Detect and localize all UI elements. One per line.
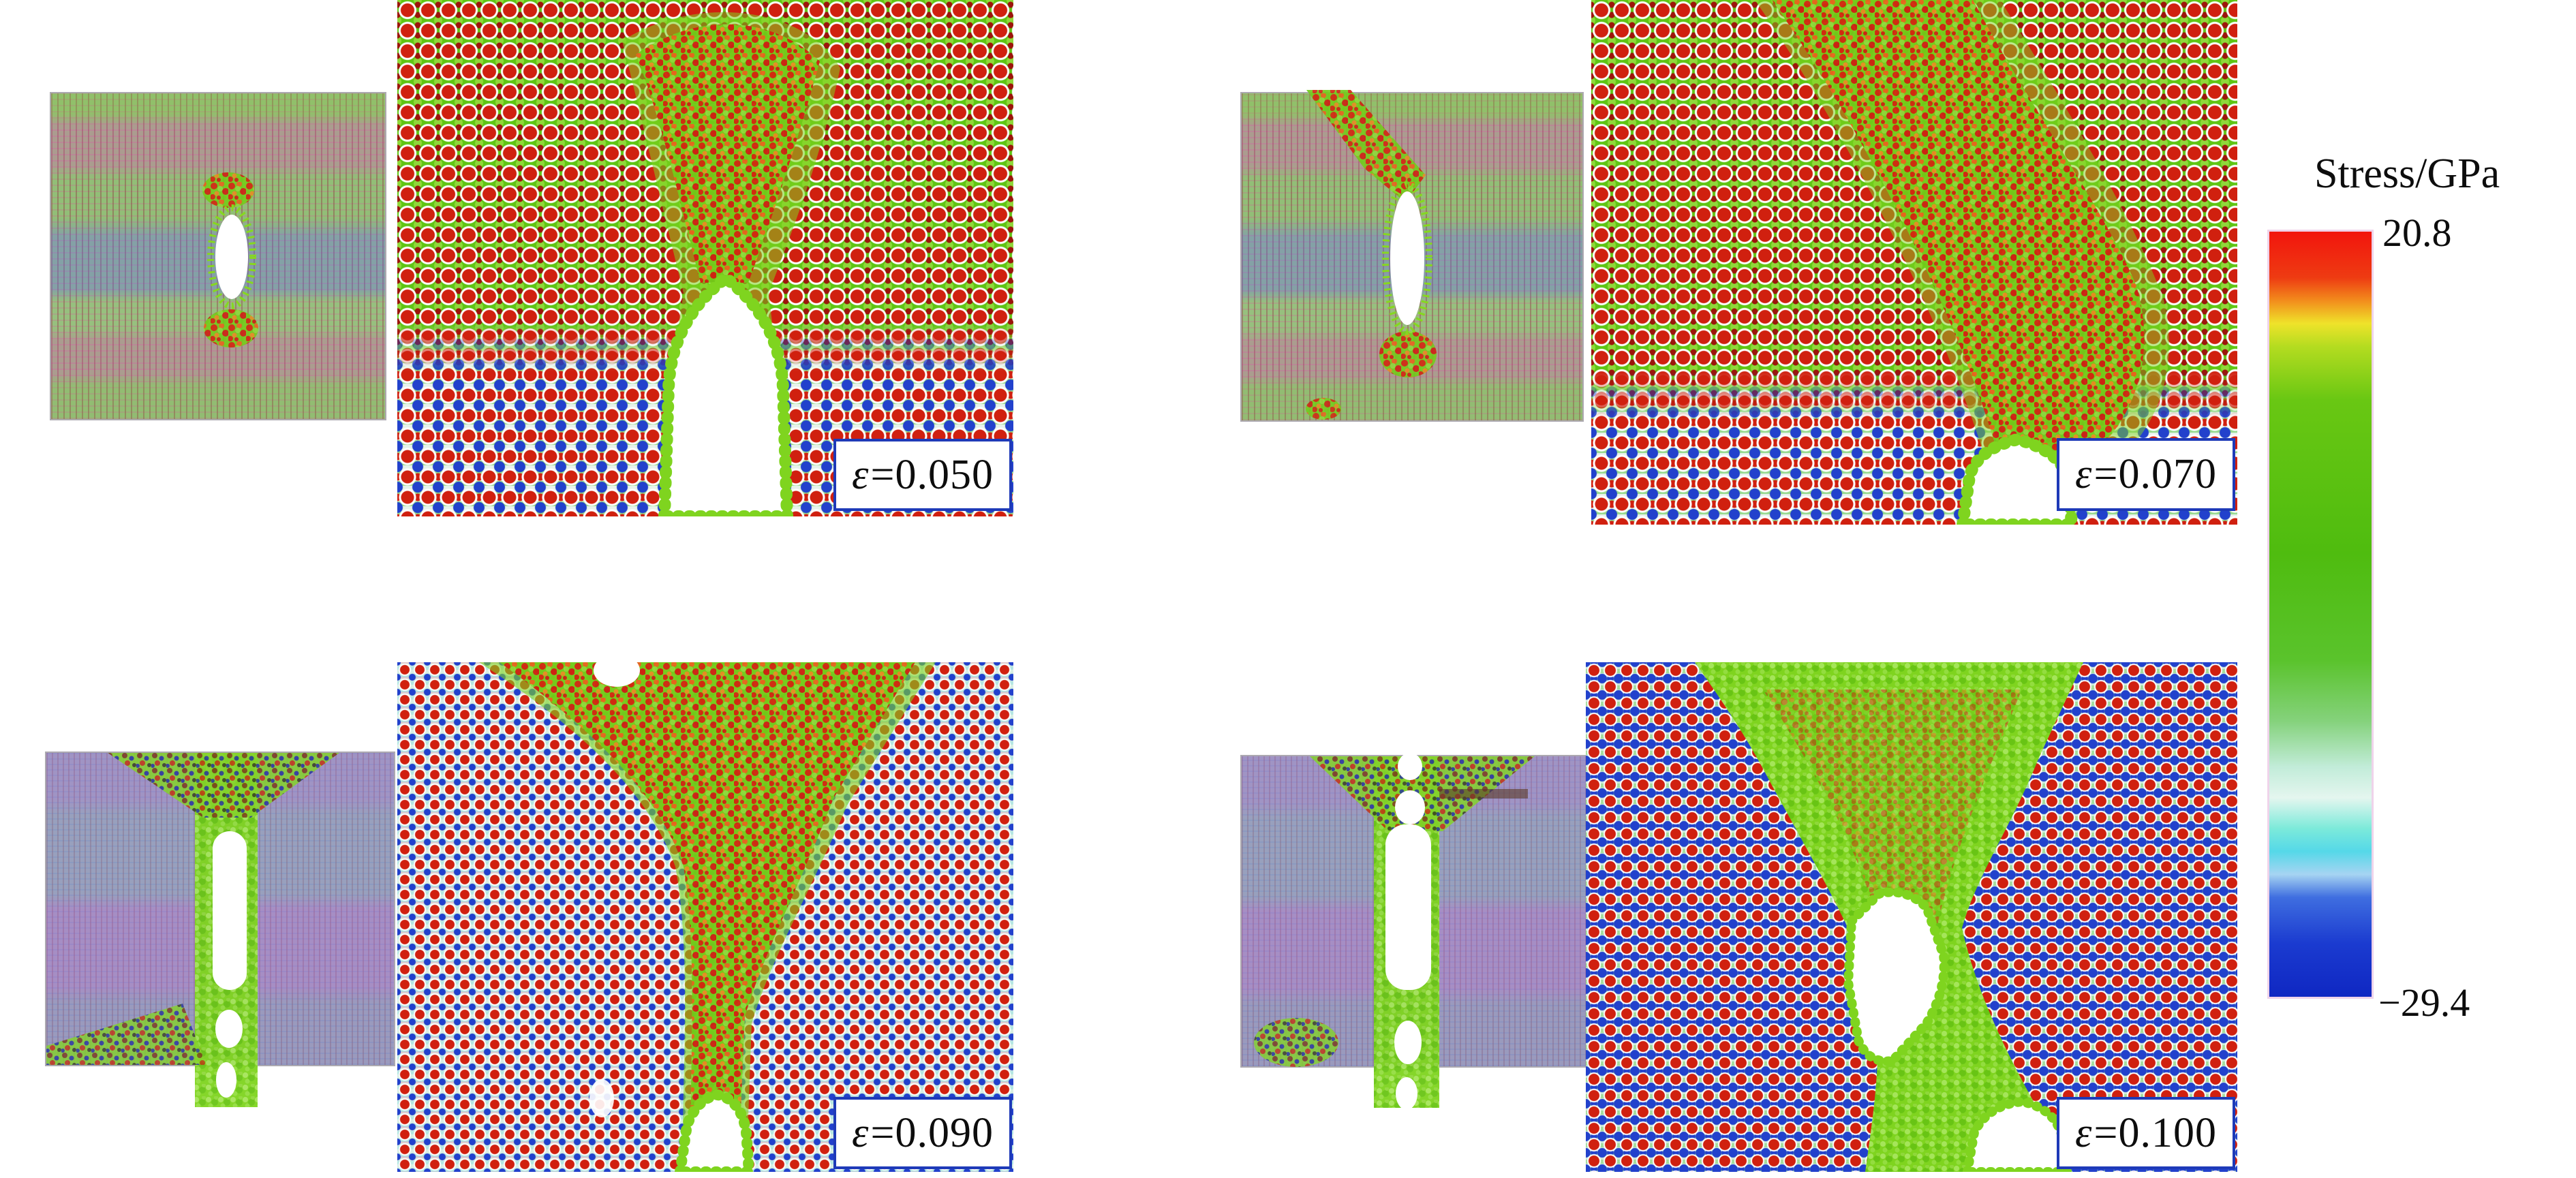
epsilon-symbol: ε — [852, 451, 870, 498]
shear-blob-lower — [1254, 1018, 1338, 1067]
void-hole — [215, 215, 248, 299]
strain-label-box: ε =0.090 — [833, 1097, 1012, 1169]
colorbar-title: Stress/GPa — [2314, 151, 2500, 197]
void-secondary — [215, 1010, 243, 1048]
shear-band-upper — [1306, 90, 1426, 202]
central-void — [1843, 887, 1949, 1066]
void-lower — [1394, 1021, 1422, 1064]
stress-spot-corner — [1306, 398, 1341, 420]
disordered-funnel — [636, 24, 820, 283]
strain-label-box: ε =0.070 — [2057, 438, 2235, 511]
overview-image-strain-0100 — [1242, 753, 1586, 1110]
disordered-band — [1772, 0, 2145, 463]
shear-band-lower — [46, 1004, 206, 1065]
void-spill — [1396, 1077, 1417, 1110]
magnified-image-strain-0070: ε =0.070 — [1591, 0, 2237, 525]
notch-void — [674, 1089, 755, 1172]
amorphous-overlay — [1695, 662, 2083, 1172]
overview-features — [202, 172, 258, 347]
void-hole — [1385, 824, 1431, 990]
debris-upper — [1310, 756, 1535, 831]
strain-value: =0.070 — [2094, 451, 2217, 497]
disordered-speckle — [1763, 689, 2022, 928]
notch-void — [658, 270, 794, 516]
overview-features — [1254, 753, 1535, 1110]
overview-image-strain-0070 — [1242, 90, 1582, 420]
void-slit-top — [1398, 753, 1422, 780]
debris-upper — [108, 753, 339, 818]
amorphous-overlay — [1755, 0, 2169, 525]
epsilon-symbol: ε — [2075, 451, 2093, 497]
epsilon-symbol: ε — [2075, 1109, 2093, 1156]
overview-image-strain-0050 — [51, 93, 385, 419]
void-secondary — [1395, 790, 1425, 824]
overview-features — [1306, 90, 1437, 420]
sample-texture — [1242, 93, 1582, 420]
colorbar-max-value: 20.8 — [2382, 211, 2452, 255]
stress-spot-upper — [202, 172, 254, 208]
stress-spot-lower — [204, 309, 258, 347]
strain-value: =0.100 — [2094, 1109, 2217, 1156]
void-hole — [213, 831, 247, 990]
epsilon-symbol: ε — [852, 1109, 870, 1156]
strain-label-box: ε =0.100 — [2057, 1097, 2235, 1169]
void-slit-top — [594, 662, 640, 687]
overview-image-strain-0090 — [46, 753, 394, 1107]
void-tertiary — [216, 1062, 236, 1098]
colorbar-gradient — [2267, 230, 2374, 999]
colorbar-min-value: −29.4 — [2378, 980, 2470, 1025]
magnified-image-strain-0100: ε =0.100 — [1586, 662, 2237, 1172]
strain-value: =0.090 — [870, 1109, 994, 1156]
void-green-fringe — [1382, 181, 1432, 335]
disordered-vee — [500, 662, 915, 1172]
void-sliver — [589, 1079, 614, 1117]
void-green-fringe — [207, 204, 256, 309]
strain-value: =0.050 — [870, 451, 994, 498]
magnified-image-strain-0090: ε =0.090 — [397, 662, 1013, 1172]
overview-features — [46, 753, 339, 1107]
notch-void — [1956, 433, 2079, 525]
strain-label-box: ε =0.050 — [833, 439, 1012, 511]
amorphous-overlay — [622, 12, 840, 516]
void-hole — [1390, 191, 1424, 325]
amorphous-overlay — [479, 662, 936, 1172]
dark-streak — [1439, 789, 1528, 799]
magnified-image-strain-0050: ε =0.050 — [397, 0, 1013, 516]
stress-spot-lower — [1379, 331, 1437, 377]
